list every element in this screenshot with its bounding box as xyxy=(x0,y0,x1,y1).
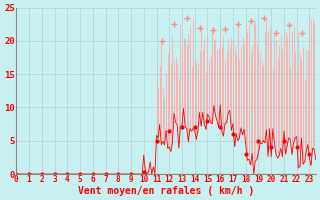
X-axis label: Vent moyen/en rafales ( km/h ): Vent moyen/en rafales ( km/h ) xyxy=(78,186,254,196)
